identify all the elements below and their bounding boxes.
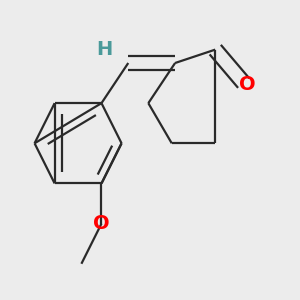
Text: H: H [97, 40, 113, 59]
Text: O: O [93, 214, 110, 233]
Text: O: O [239, 75, 255, 94]
